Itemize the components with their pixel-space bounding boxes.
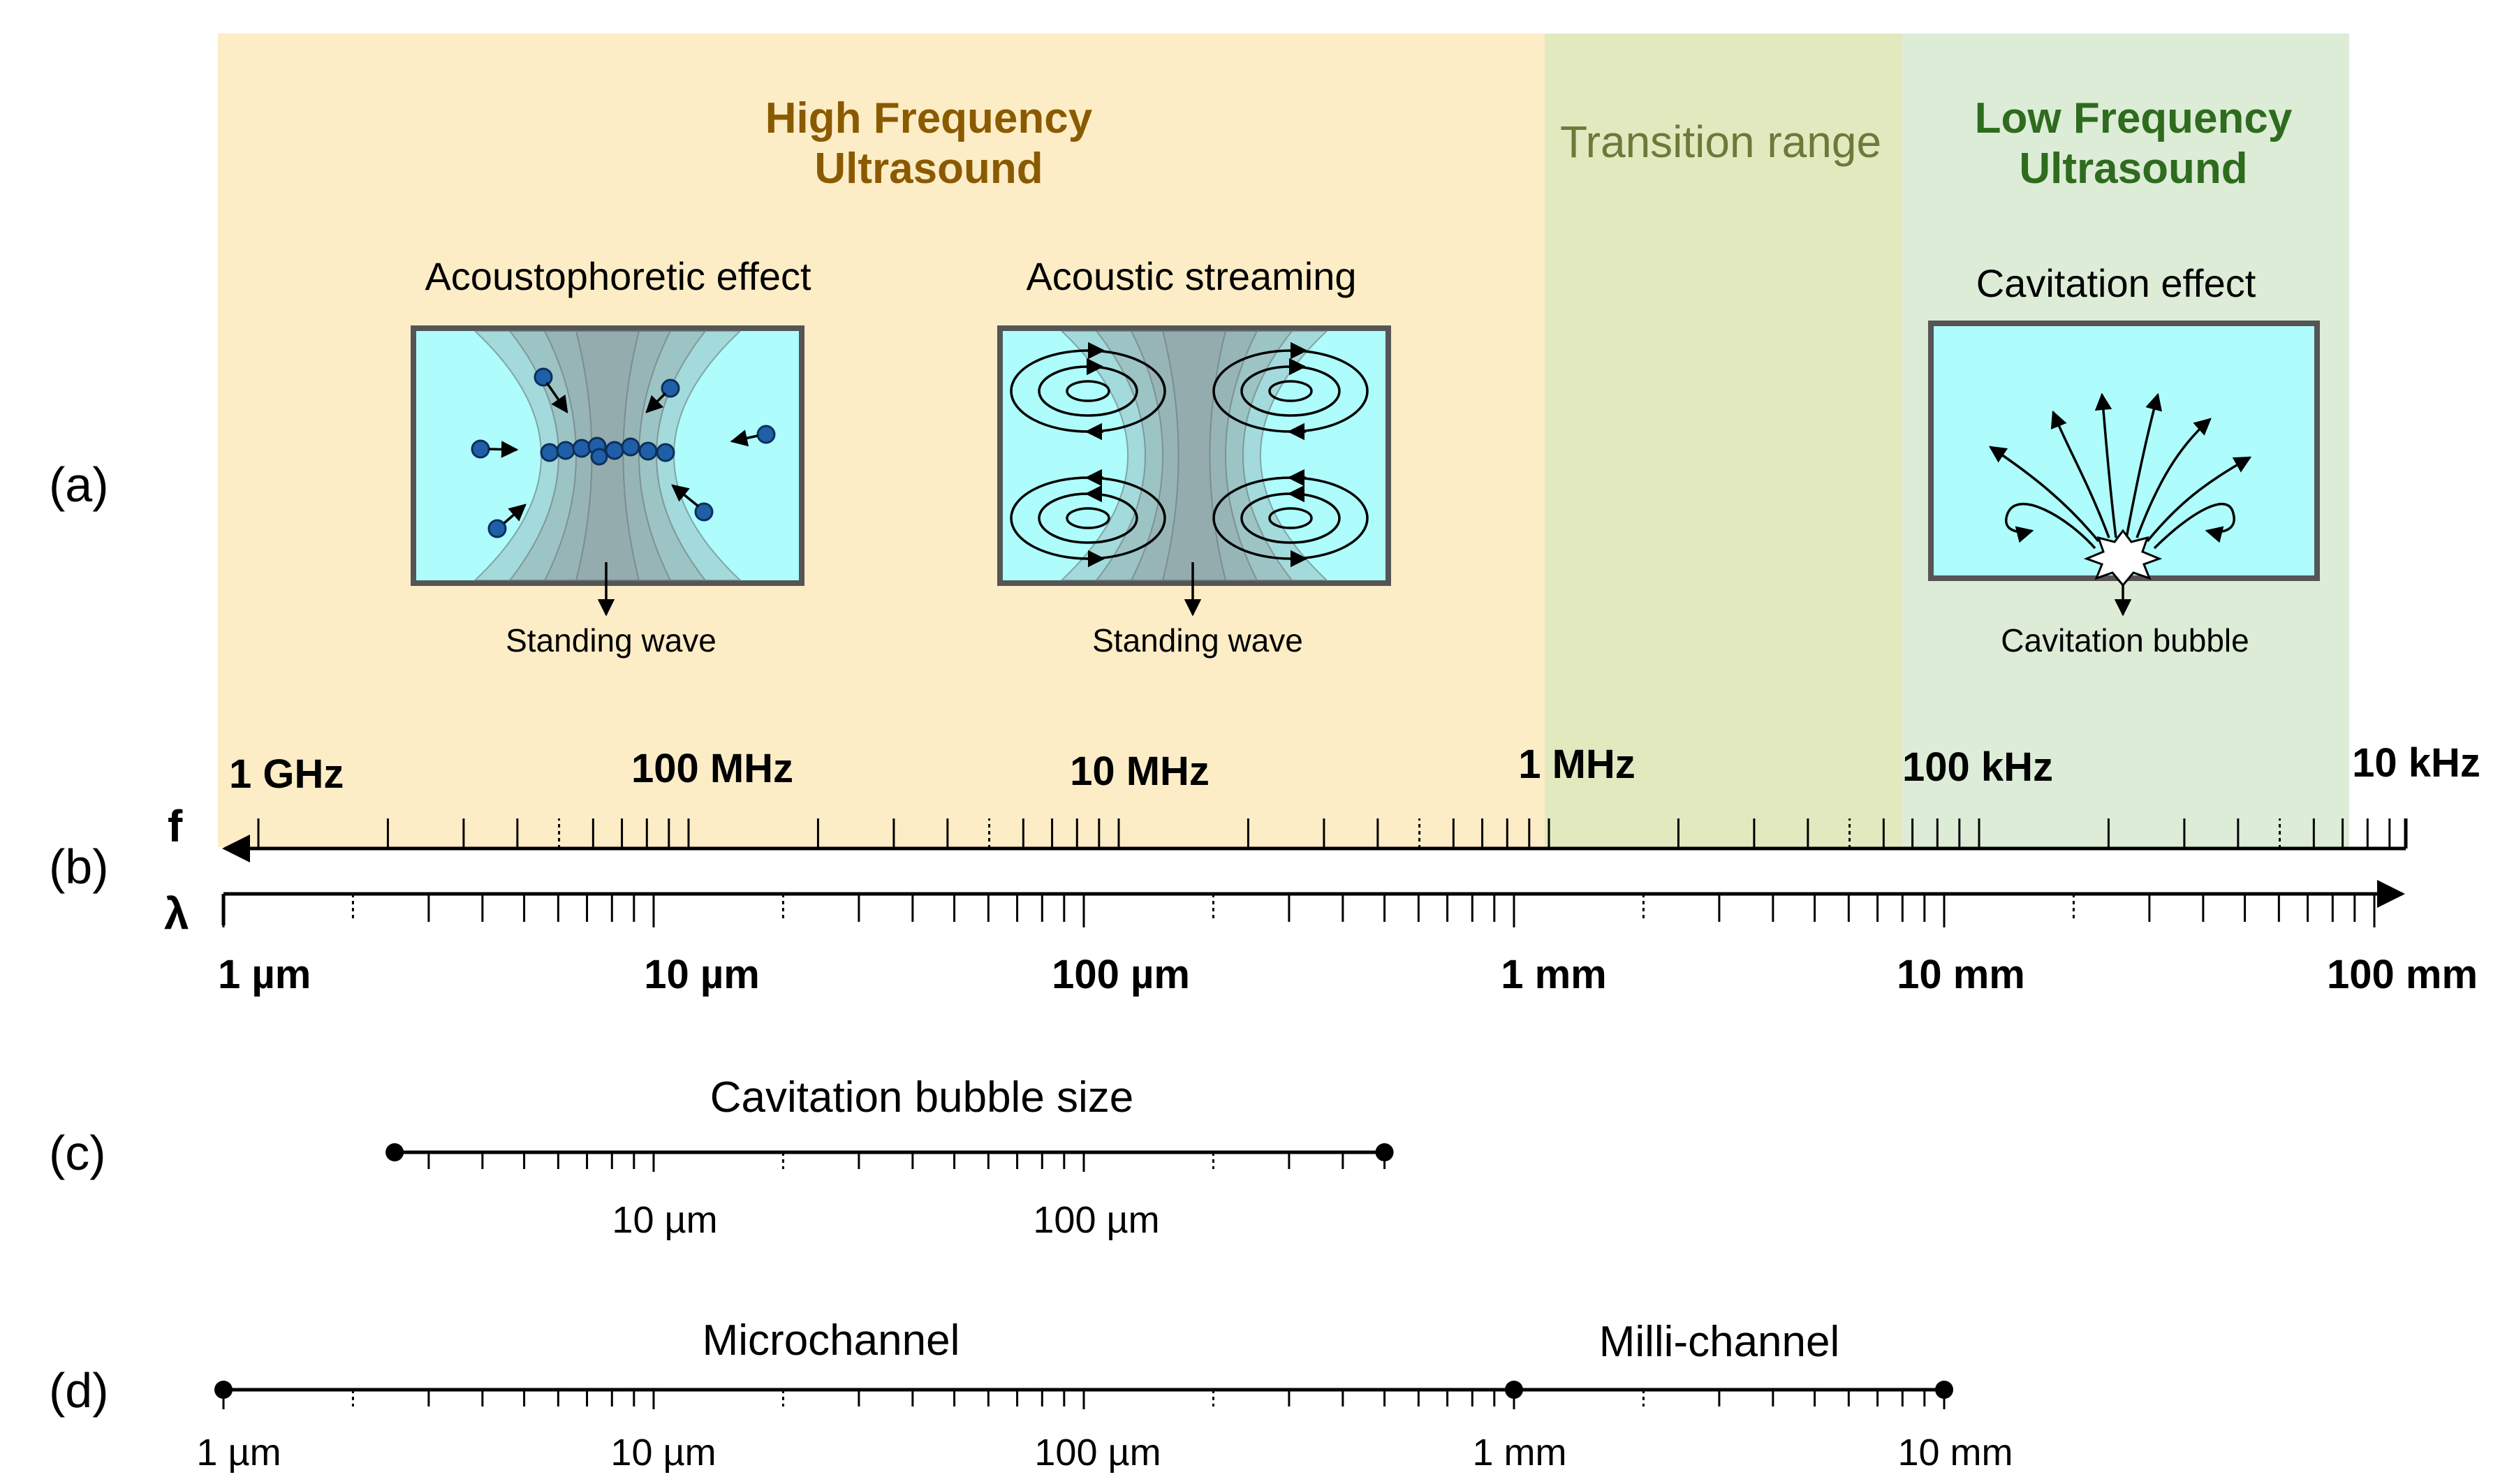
channel-tick-1um: 1 µm xyxy=(196,1432,281,1474)
acoustic-streaming-title: Acoustic streaming xyxy=(1026,254,1356,298)
row-label-d: (d) xyxy=(49,1363,109,1418)
cavitation-caption: Cavitation bubble xyxy=(2001,622,2249,659)
acoustic-streaming-caption: Standing wave xyxy=(1092,622,1303,659)
bubble-size-min-point xyxy=(385,1143,404,1161)
channel-scale xyxy=(214,1381,1953,1409)
frequency-axis xyxy=(222,818,2408,862)
freq-label-10khz: 10 kHz xyxy=(2352,740,2480,786)
acoustophoretic-caption: Standing wave xyxy=(506,622,716,659)
high-frequency-title-line2: Ultrasound xyxy=(814,145,1043,193)
bubble-tick-10um: 10 µm xyxy=(612,1199,717,1241)
bubble-size-scale xyxy=(385,1143,1394,1172)
wl-label-1mm: 1 mm xyxy=(1501,952,1607,997)
transition-range-title: Transition range xyxy=(1560,117,1881,167)
low-frequency-title-line1: Low Frequency xyxy=(1975,94,2293,142)
frequency-axis-symbol: f xyxy=(168,801,183,851)
channel-point-1um xyxy=(214,1381,233,1399)
row-label-a: (a) xyxy=(49,457,109,512)
transition-region xyxy=(1545,34,1902,847)
freq-label-1ghz: 1 GHz xyxy=(229,751,344,797)
wavelength-axis xyxy=(221,880,2405,927)
wl-label-100um: 100 µm xyxy=(1052,952,1190,997)
wavelength-axis-symbol: λ xyxy=(164,888,189,939)
cavitation-bubble-icon xyxy=(2083,529,2163,587)
channel-point-1mm xyxy=(1505,1381,1523,1399)
bubble-tick-100um: 100 µm xyxy=(1033,1199,1159,1241)
acoustic-streaming-panel xyxy=(997,325,1391,617)
freq-label-10mhz: 10 MHz xyxy=(1070,749,1210,794)
row-label-b: (b) xyxy=(49,839,109,894)
row-label-c: (c) xyxy=(49,1126,106,1180)
freq-label-100mhz: 100 MHz xyxy=(631,746,793,791)
cavitation-effect-title: Cavitation effect xyxy=(1976,261,2256,305)
particles xyxy=(471,367,776,538)
bubble-size-max-point xyxy=(1375,1143,1394,1161)
freq-label-100khz: 100 kHz xyxy=(1902,744,2053,790)
wl-label-10mm: 10 mm xyxy=(1897,952,2025,997)
acoustophoretic-title: Acoustophoretic effect xyxy=(425,254,811,298)
wl-label-1um: 1 µm xyxy=(218,952,311,997)
acoustophoretic-panel xyxy=(411,325,804,617)
low-frequency-title-line2: Ultrasound xyxy=(2019,145,2247,193)
channel-tick-1mm: 1 mm xyxy=(1473,1432,1567,1474)
cavitation-panel xyxy=(1928,321,2320,617)
freq-label-1mhz: 1 MHz xyxy=(1518,742,1635,787)
channel-tick-10um: 10 µm xyxy=(610,1432,716,1474)
channel-point-10mm xyxy=(1935,1381,1953,1399)
millichannel-label: Milli-channel xyxy=(1599,1318,1840,1366)
bubble-size-title: Cavitation bubble size xyxy=(710,1073,1134,1122)
channel-tick-10mm: 10 mm xyxy=(1897,1432,2013,1474)
microchannel-label: Microchannel xyxy=(703,1316,960,1365)
channel-tick-100um: 100 µm xyxy=(1034,1432,1161,1474)
wl-label-10um: 10 µm xyxy=(644,952,760,997)
wl-label-100mm: 100 mm xyxy=(2327,952,2478,997)
high-frequency-title-line1: High Frequency xyxy=(765,94,1093,142)
